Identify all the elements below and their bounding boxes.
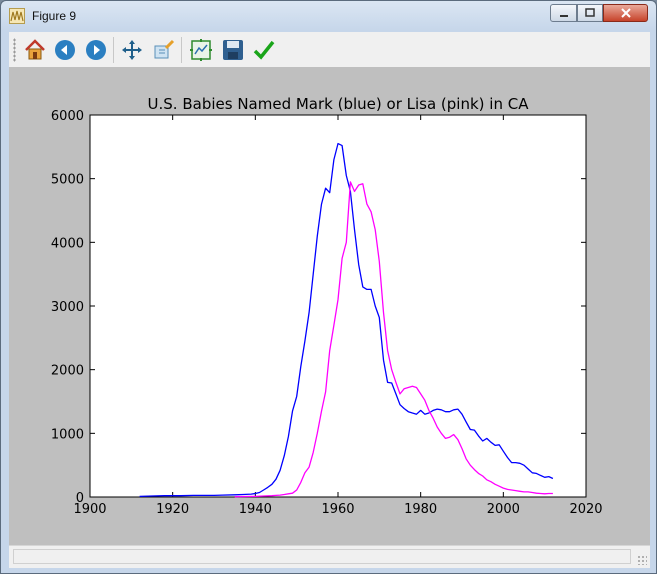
resize-grip-icon[interactable]: [637, 555, 647, 565]
edit-axis-icon: [253, 40, 275, 60]
chart-title: U.S. Babies Named Mark (blue) or Lisa (p…: [148, 95, 530, 113]
edit-axis-button[interactable]: [251, 37, 277, 63]
window-title: Figure 9: [32, 9, 77, 23]
series-line: [139, 142, 554, 498]
status-message: [13, 549, 631, 564]
x-tick-label: 2020: [569, 502, 602, 517]
title-bar[interactable]: Figure 9: [1, 1, 656, 31]
pan-button[interactable]: [119, 37, 145, 63]
toolbar-separator: [181, 37, 182, 63]
home-icon: [25, 39, 45, 60]
y-tick-label: 1000: [51, 427, 84, 442]
save-button[interactable]: [220, 37, 246, 63]
toolbar-separator: [113, 37, 114, 63]
forward-icon: [86, 40, 106, 60]
zoom-button[interactable]: [151, 37, 177, 63]
status-bar: [9, 545, 650, 568]
line-chart: U.S. Babies Named Mark (blue) or Lisa (p…: [51, 95, 603, 517]
minimize-icon: [559, 15, 568, 17]
x-tick-label: 1940: [239, 502, 272, 517]
x-tick-label: 1980: [404, 502, 437, 517]
navigation-toolbar: [9, 32, 650, 68]
figure-app-icon: [9, 8, 25, 24]
y-tick-label: 4000: [51, 236, 84, 251]
x-tick-label: 1920: [156, 502, 189, 517]
plot-area: [89, 114, 587, 498]
save-icon: [223, 40, 243, 60]
x-tick-label: 1900: [73, 502, 106, 517]
home-button[interactable]: [22, 37, 48, 63]
y-tick-label: 0: [76, 491, 84, 506]
x-tick-label: 1960: [321, 502, 354, 517]
y-tick-label: 5000: [51, 173, 84, 188]
y-tick-label: 3000: [51, 300, 84, 315]
close-icon: [620, 8, 631, 18]
configure-subplots-button[interactable]: [188, 37, 214, 63]
configure-subplots-icon: [190, 39, 212, 61]
forward-button[interactable]: [83, 37, 109, 63]
y-tick-label: 6000: [51, 109, 84, 124]
close-button[interactable]: [603, 4, 648, 22]
toolbar-grip: [13, 38, 16, 62]
maximize-button[interactable]: [577, 4, 603, 22]
pan-icon: [122, 40, 142, 60]
series-line: [234, 181, 553, 498]
zoom-icon: [154, 39, 175, 59]
y-tick-label: 2000: [51, 364, 84, 379]
figure-canvas[interactable]: U.S. Babies Named Mark (blue) or Lisa (p…: [9, 67, 650, 545]
back-icon: [55, 40, 75, 60]
back-button[interactable]: [52, 37, 78, 63]
maximize-icon: [585, 8, 595, 17]
x-tick-label: 2000: [487, 502, 520, 517]
minimize-button[interactable]: [550, 4, 577, 22]
